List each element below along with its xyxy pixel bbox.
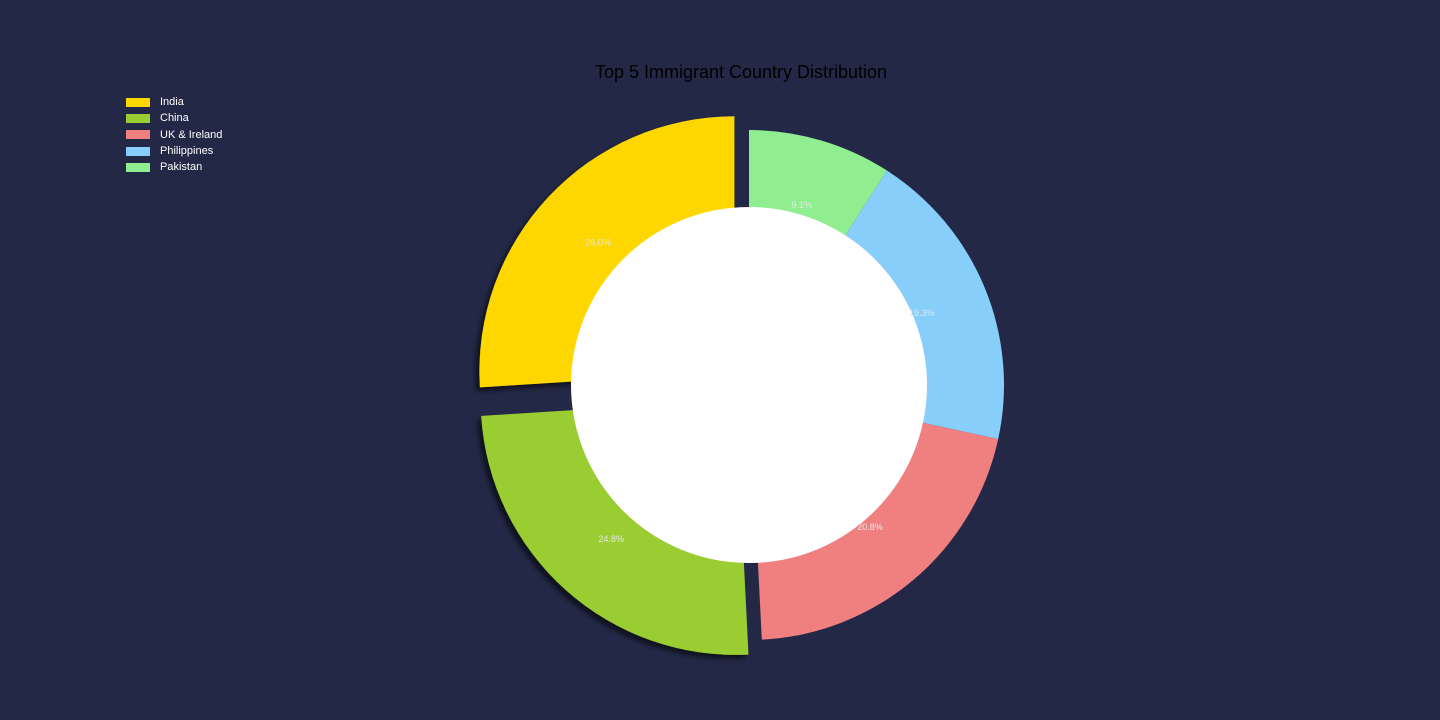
pct-label-uk-and-ireland: 20.8% — [857, 522, 883, 532]
donut-center-hole — [571, 207, 927, 563]
legend-swatch — [126, 113, 150, 123]
legend-label: China — [160, 112, 189, 125]
legend-item-india: India — [126, 94, 222, 110]
legend-label: Philippines — [160, 145, 214, 158]
legend-swatch — [126, 97, 150, 107]
pct-label-pakistan: 9.1% — [791, 200, 812, 210]
chart-title: Top 5 Immigrant Country Distribution — [594, 62, 888, 82]
legend-label: UK & Ireland — [160, 128, 223, 141]
legend-swatch — [126, 130, 150, 140]
legend-item-uk-and-ireland: UK & Ireland — [126, 127, 222, 143]
legend-swatch — [126, 162, 150, 172]
legend-item-pakistan: Pakistan — [126, 159, 222, 175]
legend-item-china: China — [126, 110, 222, 126]
legend-label: Pakistan — [160, 161, 203, 174]
legend-item-philippines: Philippines — [126, 143, 222, 159]
legend-swatch — [126, 146, 150, 156]
pct-label-philippines: 19.3% — [909, 308, 935, 318]
legend-label: India — [160, 96, 184, 109]
pct-label-india: 26.0% — [585, 238, 611, 248]
pct-label-china: 24.8% — [598, 534, 624, 544]
legend: India China UK & Ireland Philippines Pakista… — [126, 94, 222, 175]
